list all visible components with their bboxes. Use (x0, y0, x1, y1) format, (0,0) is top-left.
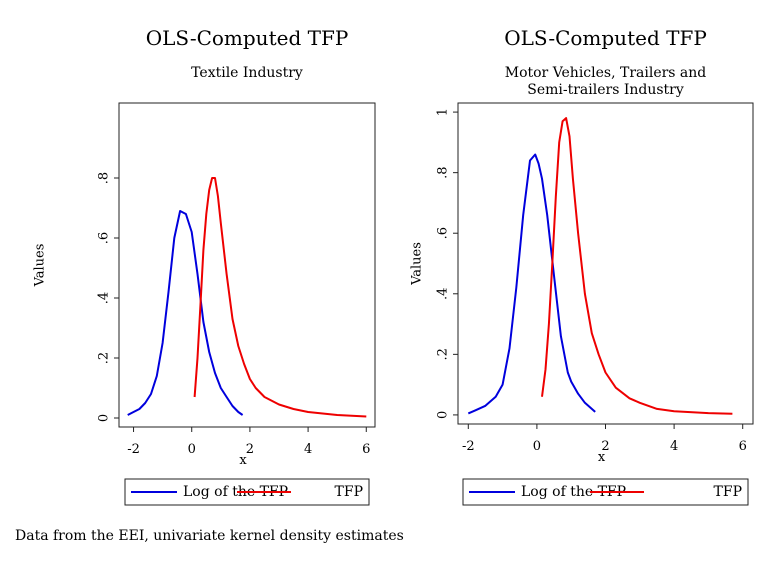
y-tick-label: .2 (97, 352, 112, 364)
series-line-log-tfp (467, 153, 596, 415)
x-tick-label: 2 (601, 439, 609, 454)
x-tick-label: -2 (462, 439, 475, 454)
plot-frame (457, 102, 754, 425)
chart-title: OLS-Computed TFP (504, 26, 707, 50)
series-line-tfp (541, 117, 733, 415)
x-tick-label: 6 (739, 439, 747, 454)
legend: Log of the TFP TFP (462, 478, 749, 506)
y-axis-label: Values (33, 244, 48, 288)
y-tick-label: .4 (436, 288, 451, 300)
x-tick-label: 4 (670, 439, 678, 454)
x-tick-label: -2 (127, 442, 140, 457)
y-tick-label: .6 (97, 232, 112, 244)
legend: Log of the TFP TFP (124, 478, 370, 506)
series-line-log-tfp (127, 210, 244, 416)
y-tick-label: 0 (97, 414, 112, 422)
chart-title: OLS-Computed TFP (146, 26, 349, 50)
x-tick-label: 0 (188, 442, 196, 457)
y-tick-label: .8 (97, 172, 112, 184)
x-tick-label: 2 (246, 442, 254, 457)
figure-note: Data from the EEI, univariate kernel den… (15, 528, 404, 544)
series-line-tfp (193, 177, 367, 418)
y-tick-label: .4 (97, 292, 112, 304)
x-axis-label: x (239, 453, 247, 468)
y-tick-label: .8 (436, 166, 451, 178)
plot-frame (118, 102, 376, 428)
chart-subtitle: Motor Vehicles, Trailers and (505, 65, 707, 81)
chart-panel-2: OLS-Computed TFP Motor Vehicles, Trailers… (410, 26, 754, 506)
legend-label: TFP (335, 484, 363, 500)
chart-subtitle: Semi-trailers Industry (527, 82, 684, 98)
legend-label: TFP (714, 484, 742, 500)
x-tick-label: 4 (304, 442, 312, 457)
x-axis-label: x (598, 450, 606, 465)
y-axis-label: Values (410, 242, 425, 286)
y-tick-label: 1 (436, 108, 451, 116)
x-tick-label: 6 (362, 442, 370, 457)
legend-label: Log of the TFP (521, 484, 626, 500)
legend-label: Log of the TFP (183, 484, 288, 500)
y-tick-label: 0 (436, 411, 451, 419)
chart-panel-1: OLS-Computed TFP Textile Industry 0 .2 .4 .6.… (33, 26, 376, 506)
chart-subtitle: Textile Industry (191, 65, 303, 81)
x-tick-label: 0 (533, 439, 541, 454)
y-tick-label: .6 (436, 227, 451, 239)
y-tick-label: .2 (436, 348, 451, 360)
